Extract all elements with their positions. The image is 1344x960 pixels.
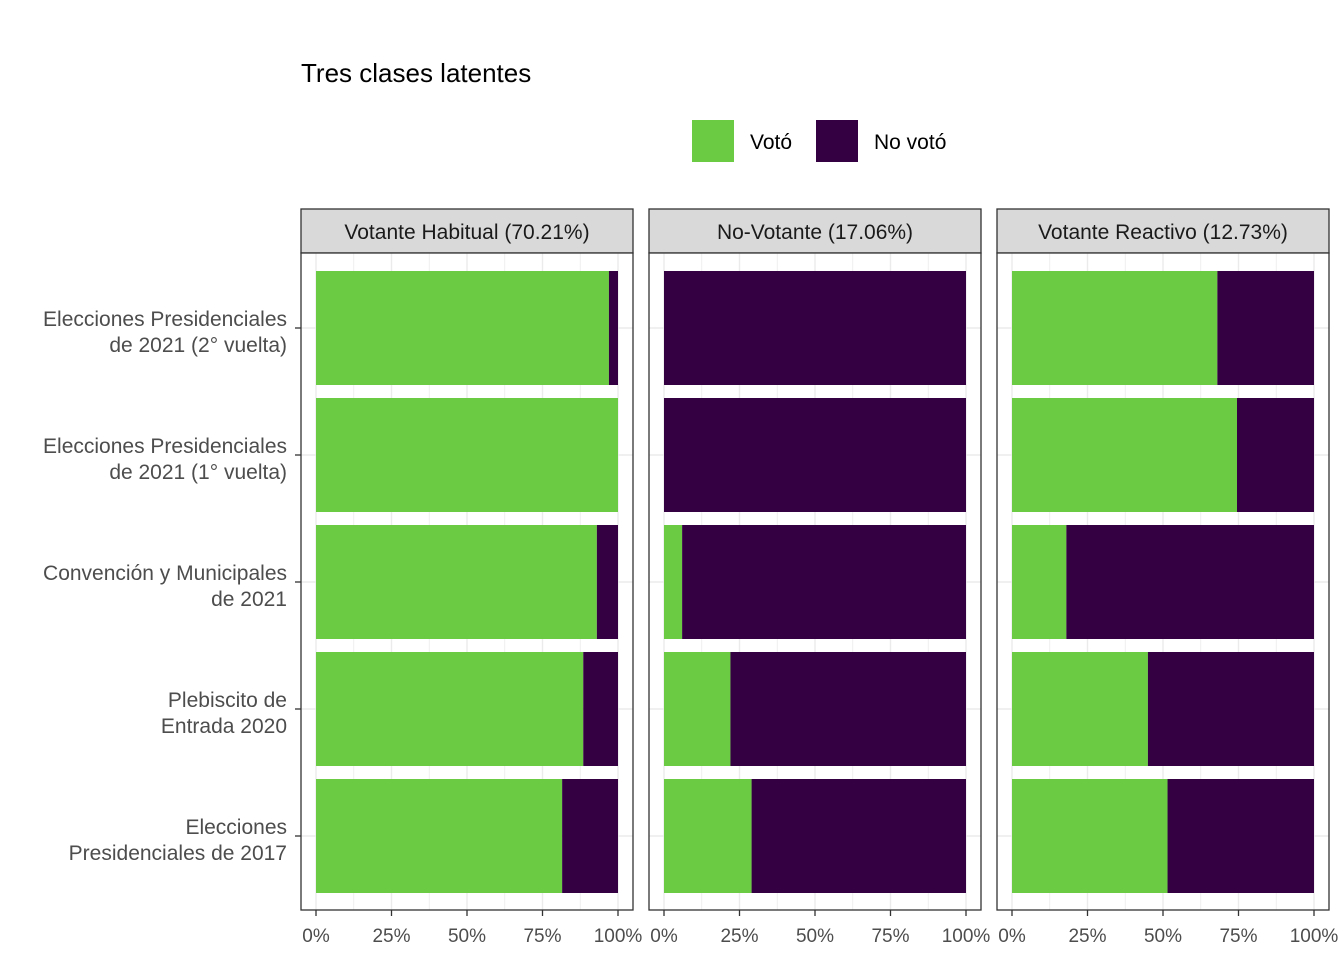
- facet-strip-label: Votante Habitual (70.21%): [344, 221, 589, 244]
- bar-voto: [316, 525, 597, 639]
- y-tick-label-line: Elecciones: [185, 816, 287, 839]
- x-tick-label: 25%: [372, 926, 410, 947]
- y-tick-label-line: Elecciones Presidenciales: [43, 308, 287, 331]
- x-tick-label: 75%: [1219, 926, 1257, 947]
- bar-no-voto: [1167, 779, 1314, 893]
- bar-no-voto: [583, 652, 618, 766]
- x-tick-label: 50%: [448, 926, 486, 947]
- bar-voto: [316, 779, 563, 893]
- legend-swatch-1: [692, 120, 734, 162]
- bar-voto: [316, 271, 609, 385]
- y-tick-label-line: de 2021 (2° vuelta): [109, 334, 287, 357]
- bar-no-voto: [562, 779, 618, 893]
- x-tick-label: 75%: [523, 926, 561, 947]
- bar-voto: [664, 779, 752, 893]
- x-tick-label: 100%: [1290, 926, 1339, 947]
- x-tick-label: 50%: [1144, 926, 1182, 947]
- bar-no-voto: [730, 652, 966, 766]
- y-tick-label-line: Entrada 2020: [161, 715, 287, 738]
- y-tick-label-line: de 2021: [211, 588, 287, 611]
- bar-voto: [664, 525, 683, 639]
- panels: Votante Habitual (70.21%) 0% 25% 50% 75% 100%…: [300, 208, 1339, 947]
- bar-no-voto: [596, 525, 618, 639]
- y-tick-label-line: Elecciones Presidenciales: [43, 435, 287, 458]
- x-tick-label: 100%: [942, 926, 991, 947]
- bar-voto: [1012, 398, 1237, 512]
- bar-no-voto: [1236, 398, 1314, 512]
- bar-no-voto: [682, 525, 966, 639]
- facet-strip: [300, 208, 634, 254]
- bar-no-voto: [1217, 271, 1314, 385]
- y-tick-label: Plebiscito de Entrada 2020: [161, 689, 287, 738]
- bar-no-voto: [664, 398, 966, 512]
- bar-no-voto: [608, 271, 618, 385]
- facet-strip-label: Votante Reactivo (12.73%): [1038, 221, 1288, 244]
- bar-no-voto: [751, 779, 966, 893]
- y-tick-label-line: de 2021 (1° vuelta): [109, 461, 287, 484]
- bar-voto: [316, 398, 618, 512]
- x-tick-label: 25%: [1068, 926, 1106, 947]
- x-tick-label: 25%: [720, 926, 758, 947]
- x-tick-label: 0%: [302, 926, 330, 947]
- x-tick-label: 75%: [871, 926, 909, 947]
- y-tick-label: Elecciones Presidenciales de 2021 (1° vue…: [43, 435, 287, 484]
- facet-strip: [648, 208, 982, 254]
- bar-voto: [1012, 271, 1218, 385]
- facet-strip: [996, 208, 1330, 254]
- chart-title: Tres clases latentes: [301, 58, 531, 88]
- facet-panel-3: Votante Reactivo (12.73%) 0% 25% 50% 75% 100%: [996, 208, 1339, 947]
- bar-voto: [1012, 779, 1168, 893]
- y-tick-label-line: Presidenciales de 2017: [69, 842, 287, 865]
- bar-voto: [664, 652, 731, 766]
- legend-label-1: Votó: [750, 131, 792, 154]
- y-tick-label-line: Convención y Municipales: [43, 562, 287, 585]
- bar-no-voto: [664, 271, 966, 385]
- bar-no-voto: [1147, 652, 1314, 766]
- x-tick-label: 50%: [796, 926, 834, 947]
- x-tick-label: 0%: [650, 926, 678, 947]
- legend: Votó No votó: [692, 120, 946, 162]
- bar-no-voto: [1066, 525, 1314, 639]
- bar-voto: [316, 652, 584, 766]
- y-tick-label: Elecciones Presidenciales de 2017: [69, 816, 287, 865]
- x-tick-label: 100%: [594, 926, 643, 947]
- legend-swatch-2: [816, 120, 858, 162]
- facet-strip-label: No-Votante (17.06%): [717, 221, 913, 244]
- facet-panel-2: No-Votante (17.06%) 0% 25% 50% 75% 100%: [648, 208, 991, 947]
- legend-label-2: No votó: [874, 131, 946, 154]
- y-tick-label: Elecciones Presidenciales de 2021 (2° vue…: [43, 308, 287, 357]
- y-tick-label-line: Plebiscito de: [168, 689, 287, 712]
- bar-voto: [1012, 652, 1148, 766]
- x-tick-label: 0%: [998, 926, 1026, 947]
- y-axis-labels: Elecciones Presidenciales de 2021 (2° vue…: [43, 308, 301, 865]
- bar-voto: [1012, 525, 1067, 639]
- facet-panel-1: Votante Habitual (70.21%) 0% 25% 50% 75% 100%: [300, 208, 643, 947]
- y-tick-label: Convención y Municipales de 2021: [43, 562, 287, 611]
